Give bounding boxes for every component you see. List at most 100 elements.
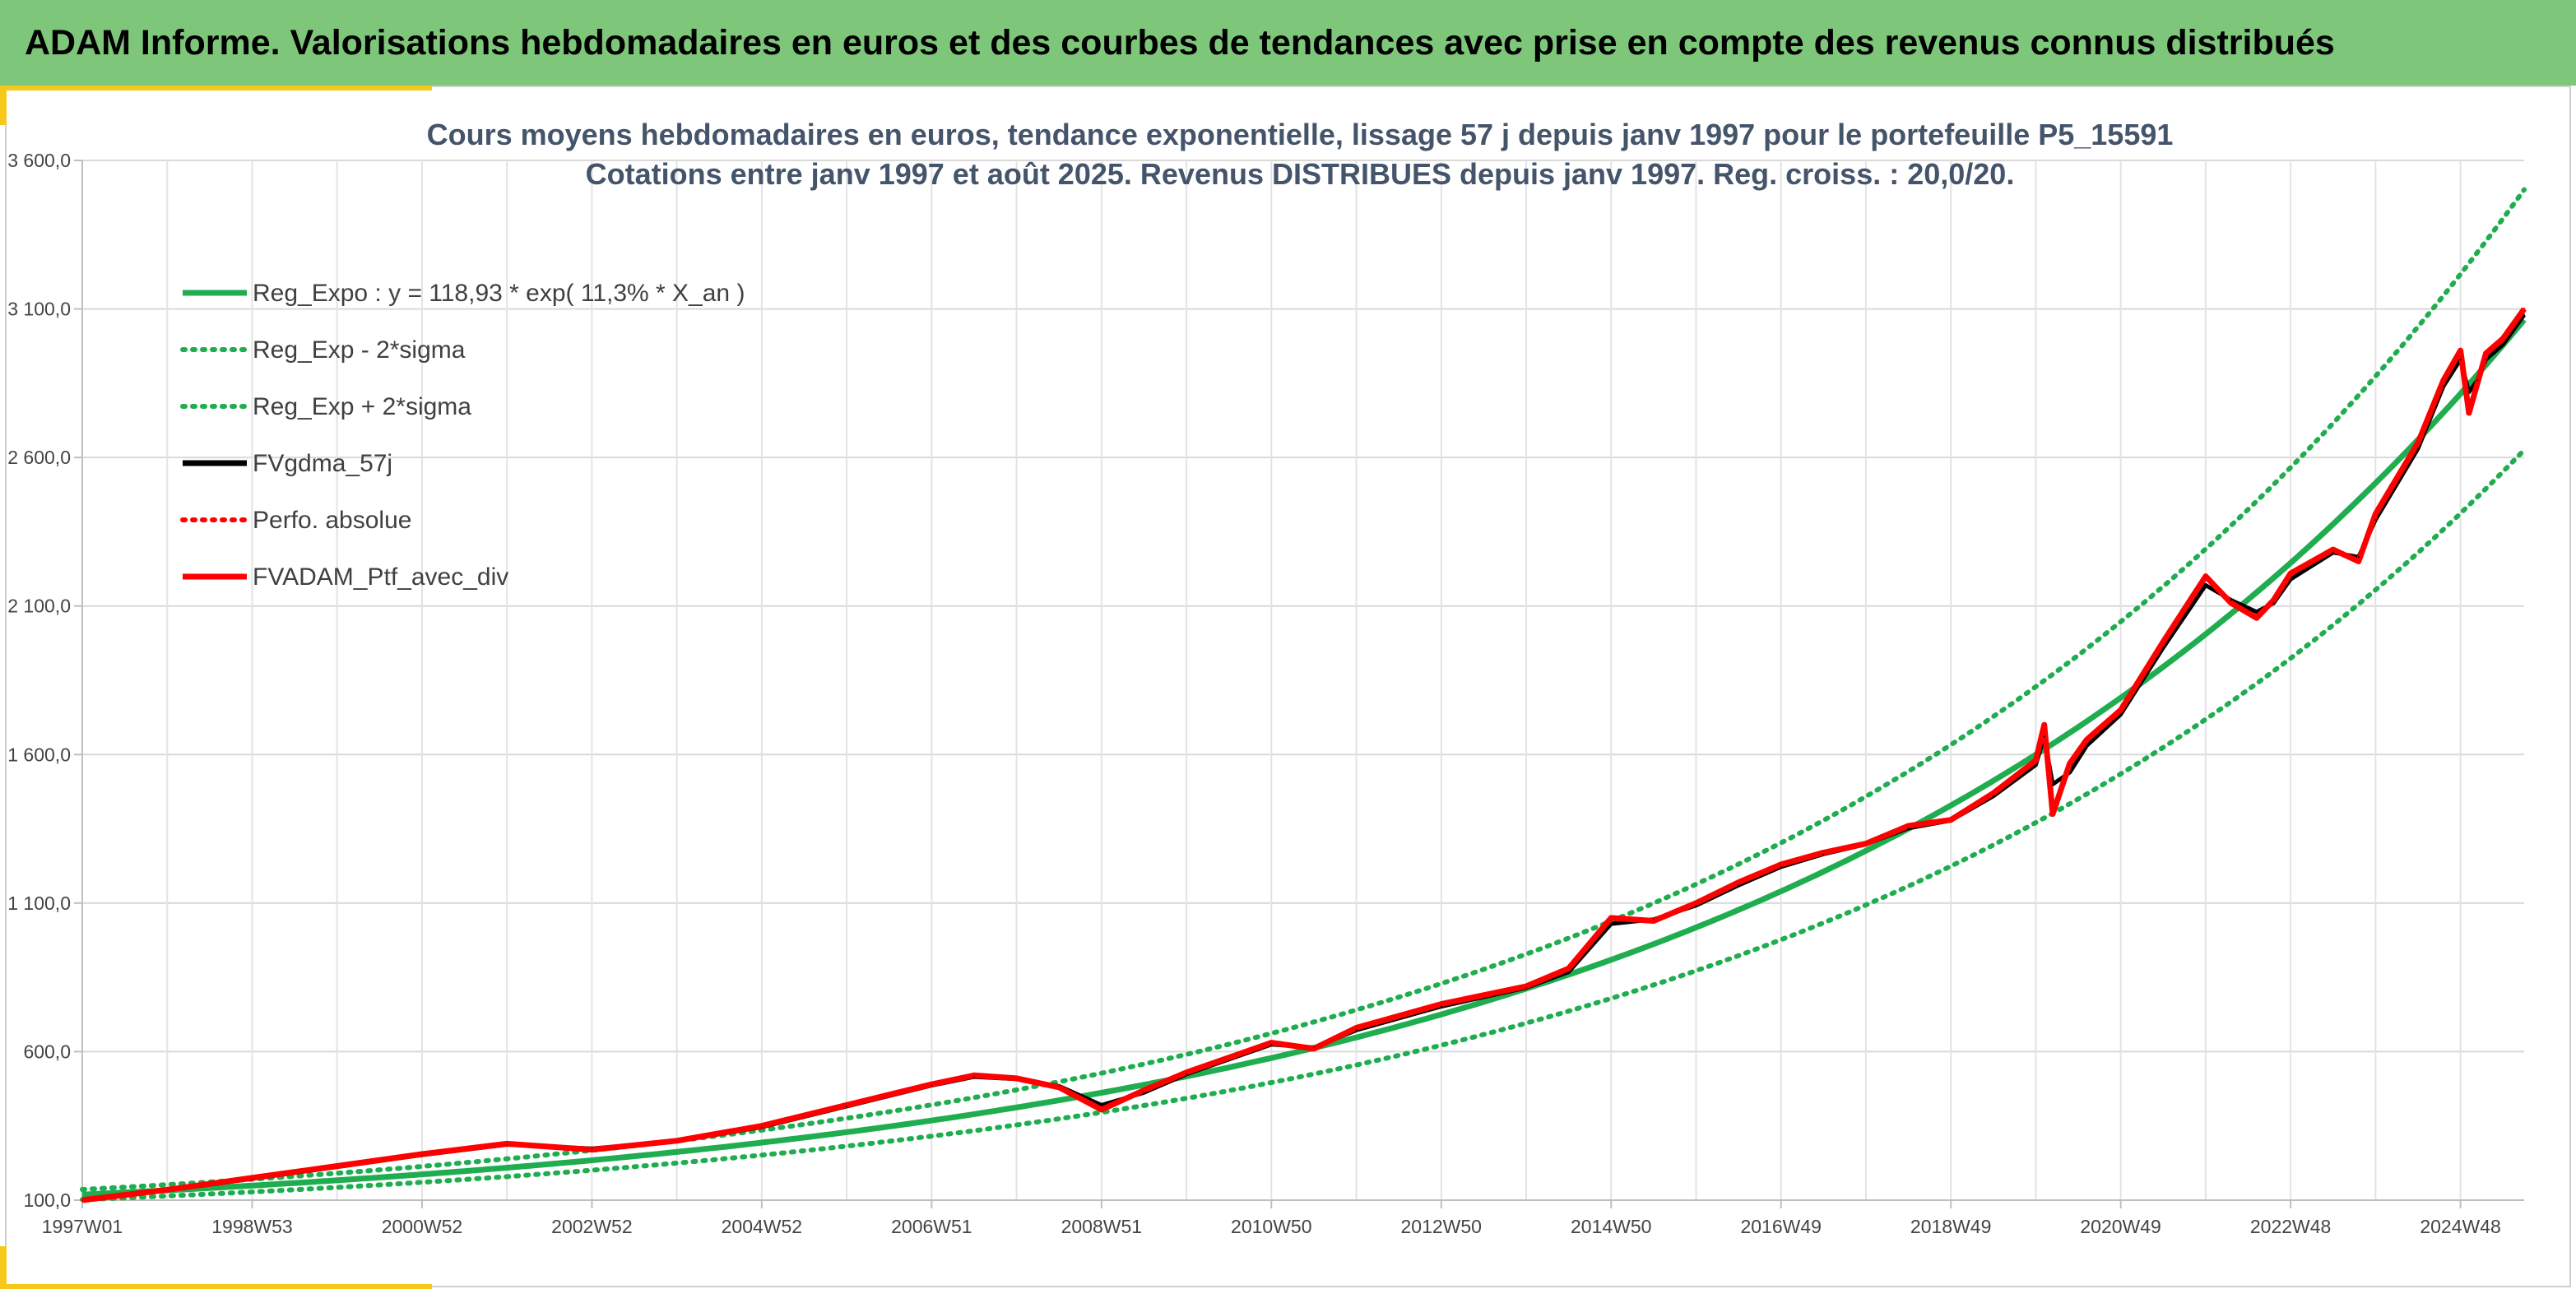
y-tick-label: 1 100,0 (7, 893, 71, 914)
point-fvgdma-57j (2052, 783, 2054, 786)
x-tick-label: 1997W01 (42, 1216, 123, 1237)
point-fvadam-ptf-avec-div (2476, 382, 2479, 385)
y-tick-label: 2 100,0 (7, 596, 71, 617)
point-fvadam-ptf-avec-div (2230, 601, 2233, 605)
header-banner: ADAM Informe. Valorisations hebdomadaire… (0, 0, 2576, 86)
x-tick-label: 2008W51 (1061, 1216, 1142, 1237)
point-fvgdma-57j (1780, 865, 1782, 868)
accent-bar-top-left (0, 86, 432, 90)
legend-label: Reg_Exp - 2*sigma (253, 336, 466, 364)
point-fvadam-ptf-avec-div (2485, 352, 2488, 355)
x-tick-label: 1998W53 (211, 1216, 292, 1237)
point-fvadam-ptf-avec-div (2272, 598, 2275, 601)
plot-area (80, 187, 2527, 1203)
series-fvgdma-57j (81, 313, 2527, 1203)
point-fvgdma-57j (2442, 385, 2444, 387)
point-fvadam-ptf-avec-div (930, 1083, 933, 1086)
x-tick-label: 2000W52 (382, 1216, 462, 1237)
point-fvadam-ptf-avec-div (2034, 759, 2037, 763)
x-tick-label: 2004W52 (722, 1216, 802, 1237)
point-fvgdma-57j (1695, 904, 1697, 906)
legend: Reg_Expo : y = 118,93 * exp( 11,3% * X_a… (180, 280, 745, 591)
point-fvadam-ptf-avec-div (250, 1176, 253, 1180)
point-fvadam-ptf-avec-div (1312, 1047, 1316, 1050)
point-fvgdma-57j (2035, 763, 2037, 766)
point-fvgdma-57j (1355, 1029, 1358, 1032)
point-fvadam-ptf-avec-div (2043, 723, 2046, 726)
point-fvgdma-57j (1270, 1043, 1273, 1046)
point-fvgdma-57j (2357, 556, 2360, 559)
point-fvadam-ptf-avec-div (2416, 441, 2420, 444)
point-fvadam-ptf-avec-div (2289, 572, 2292, 575)
point-fvadam-ptf-avec-div (1694, 902, 1697, 905)
point-fvadam-ptf-avec-div (1652, 920, 1655, 923)
point-fvadam-ptf-avec-div (2119, 708, 2123, 712)
x-tick-label: 2018W49 (1910, 1216, 1991, 1237)
x-tick-label: 2010W50 (1231, 1216, 1311, 1237)
point-fvadam-ptf-avec-div (2374, 512, 2377, 516)
point-fvadam-ptf-avec-div (2204, 575, 2207, 578)
point-fvadam-ptf-avec-div (2068, 762, 2072, 765)
point-fvgdma-57j (2290, 578, 2292, 581)
point-fvgdma-57j (1907, 827, 1910, 829)
point-fvadam-ptf-avec-div (1100, 1108, 1103, 1111)
point-fvadam-ptf-avec-div (2085, 738, 2088, 741)
point-fvgdma-57j (2204, 584, 2207, 587)
point-fvadam-ptf-avec-div (590, 1148, 593, 1152)
point-fvadam-ptf-avec-div (2332, 548, 2335, 551)
x-tick-label: 2006W51 (891, 1216, 972, 1237)
legend-label: Reg_Expo : y = 118,93 * exp( 11,3% * X_a… (253, 280, 745, 307)
point-fvgdma-57j (2374, 518, 2377, 521)
point-fvadam-ptf-avec-div (972, 1073, 976, 1077)
point-fvgdma-57j (2255, 610, 2258, 613)
point-fvadam-ptf-avec-div (1015, 1077, 1019, 1080)
series-reg-exp-minus-2sigma (80, 447, 2527, 1203)
point-fvgdma-57j (1143, 1092, 1145, 1094)
point-fvgdma-57j (2332, 551, 2334, 554)
point-fvadam-ptf-avec-div (1822, 851, 1825, 854)
point-fvadam-ptf-avec-div (2501, 337, 2504, 341)
point-fvadam-ptf-avec-div (420, 1152, 424, 1156)
point-fvgdma-57j (2476, 379, 2479, 382)
x-tick-label: 2024W48 (2420, 1216, 2500, 1237)
x-axis: 1997W01 1998W53 2000W52 2002W52 2004W52 2006W… (42, 1199, 2524, 1237)
point-fvgdma-57j (2459, 358, 2462, 360)
point-fvadam-ptf-avec-div (1057, 1086, 1061, 1089)
point-fvgdma-57j (1440, 1005, 1442, 1008)
x-tick-label: 2012W50 (1401, 1216, 1482, 1237)
point-fvgdma-57j (2523, 313, 2525, 316)
point-fvgdma-57j (2230, 599, 2232, 601)
point-fvadam-ptf-avec-div (1525, 985, 1528, 988)
point-fvadam-ptf-avec-div (2459, 349, 2462, 352)
y-tick-label: 3 600,0 (7, 150, 71, 171)
point-fvadam-ptf-avec-div (1780, 863, 1783, 866)
point-fvgdma-57j (1738, 884, 1740, 887)
point-fvgdma-57j (1992, 795, 1994, 797)
y-tick-label: 2 600,0 (7, 447, 71, 468)
point-fvadam-ptf-avec-div (2051, 813, 2054, 816)
point-fvadam-ptf-avec-div (675, 1139, 679, 1143)
x-tick-label: 2014W50 (1571, 1216, 1651, 1237)
point-fvgdma-57j (2416, 447, 2419, 450)
point-fvadam-ptf-avec-div (1907, 824, 1910, 828)
chart-title-line: Cours moyens hebdomadaires en euros, ten… (427, 118, 2174, 151)
accent-bar-bottom-left (0, 1284, 432, 1289)
y-tick-label: 3 100,0 (7, 299, 71, 320)
point-fvgdma-57j (2162, 647, 2165, 649)
point-fvadam-ptf-avec-div (165, 1188, 169, 1191)
point-fvadam-ptf-avec-div (81, 1199, 84, 1202)
series-reg-exp-plus-2sigma (80, 187, 2527, 1192)
point-fvgdma-57j (2502, 343, 2504, 345)
point-fvadam-ptf-avec-div (1355, 1027, 1358, 1030)
point-fvgdma-57j (2068, 771, 2071, 773)
chart-title: Cours moyens hebdomadaires en euros, ten… (427, 118, 2174, 191)
point-fvgdma-57j (2272, 602, 2275, 605)
y-axis: 100,0 600,0 1 100,0 1 600,0 2 100,0 2 600,0 3 … (7, 150, 83, 1211)
legend-label: FVADAM_Ptf_avec_div (253, 563, 508, 591)
point-fvgdma-57j (1100, 1104, 1102, 1106)
point-fvadam-ptf-avec-div (1992, 791, 1995, 795)
point-fvadam-ptf-avec-div (2442, 378, 2445, 382)
series-reg-expo (81, 318, 2527, 1198)
series-fvadam-ptf-avec-div (81, 307, 2527, 1203)
